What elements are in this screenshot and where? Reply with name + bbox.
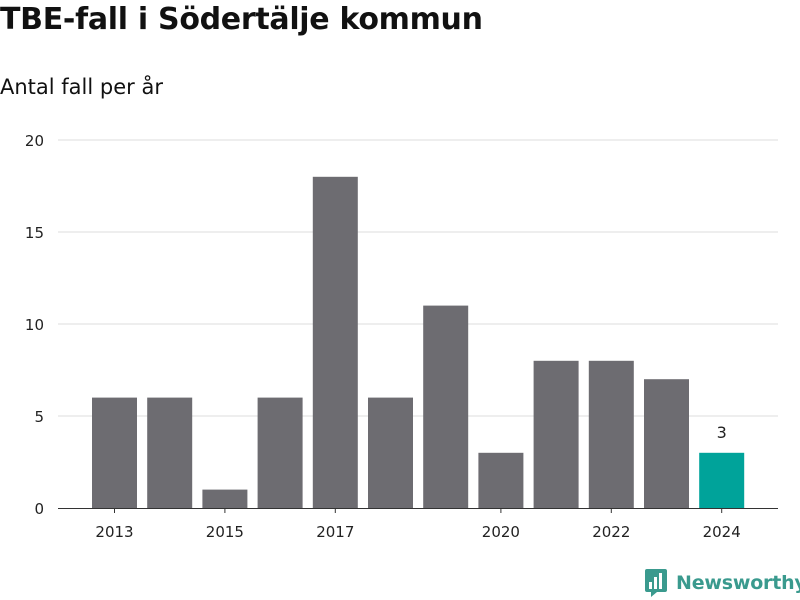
x-tick-label: 2024 <box>703 523 741 541</box>
bar-2019 <box>423 305 469 508</box>
x-tick-label: 2017 <box>316 523 354 541</box>
bar-2017 <box>312 176 358 509</box>
x-tick-label: 2022 <box>592 523 630 541</box>
newsworthy-logo-icon <box>645 569 667 597</box>
chart-title: TBE-fall i Södertälje kommun <box>0 2 483 37</box>
x-tick-label: 2020 <box>482 523 520 541</box>
y-tick-label: 20 <box>25 132 44 150</box>
bar-2016 <box>257 397 303 508</box>
bar-2013 <box>92 397 137 508</box>
y-tick-label: 5 <box>34 408 44 426</box>
y-tick-label: 10 <box>25 316 44 334</box>
x-tick-label: 2013 <box>95 523 133 541</box>
bar-2018 <box>368 397 413 508</box>
bar-2020 <box>478 452 524 508</box>
bar-2021 <box>533 360 579 508</box>
y-tick-label: 15 <box>25 224 44 242</box>
bar-2022 <box>588 360 634 508</box>
bar-2014 <box>147 397 193 508</box>
y-tick-label: 0 <box>34 500 44 518</box>
data-label: 3 <box>717 423 727 442</box>
bar-2024 <box>699 452 745 508</box>
x-tick-label: 2015 <box>206 523 244 541</box>
brand-name: Newsworthy <box>676 572 800 594</box>
bar-2023 <box>644 379 689 508</box>
newsworthy-brand: Newsworthy <box>644 568 800 598</box>
chart-subtitle: Antal fall per år <box>0 75 163 99</box>
bar-2015 <box>202 489 248 508</box>
